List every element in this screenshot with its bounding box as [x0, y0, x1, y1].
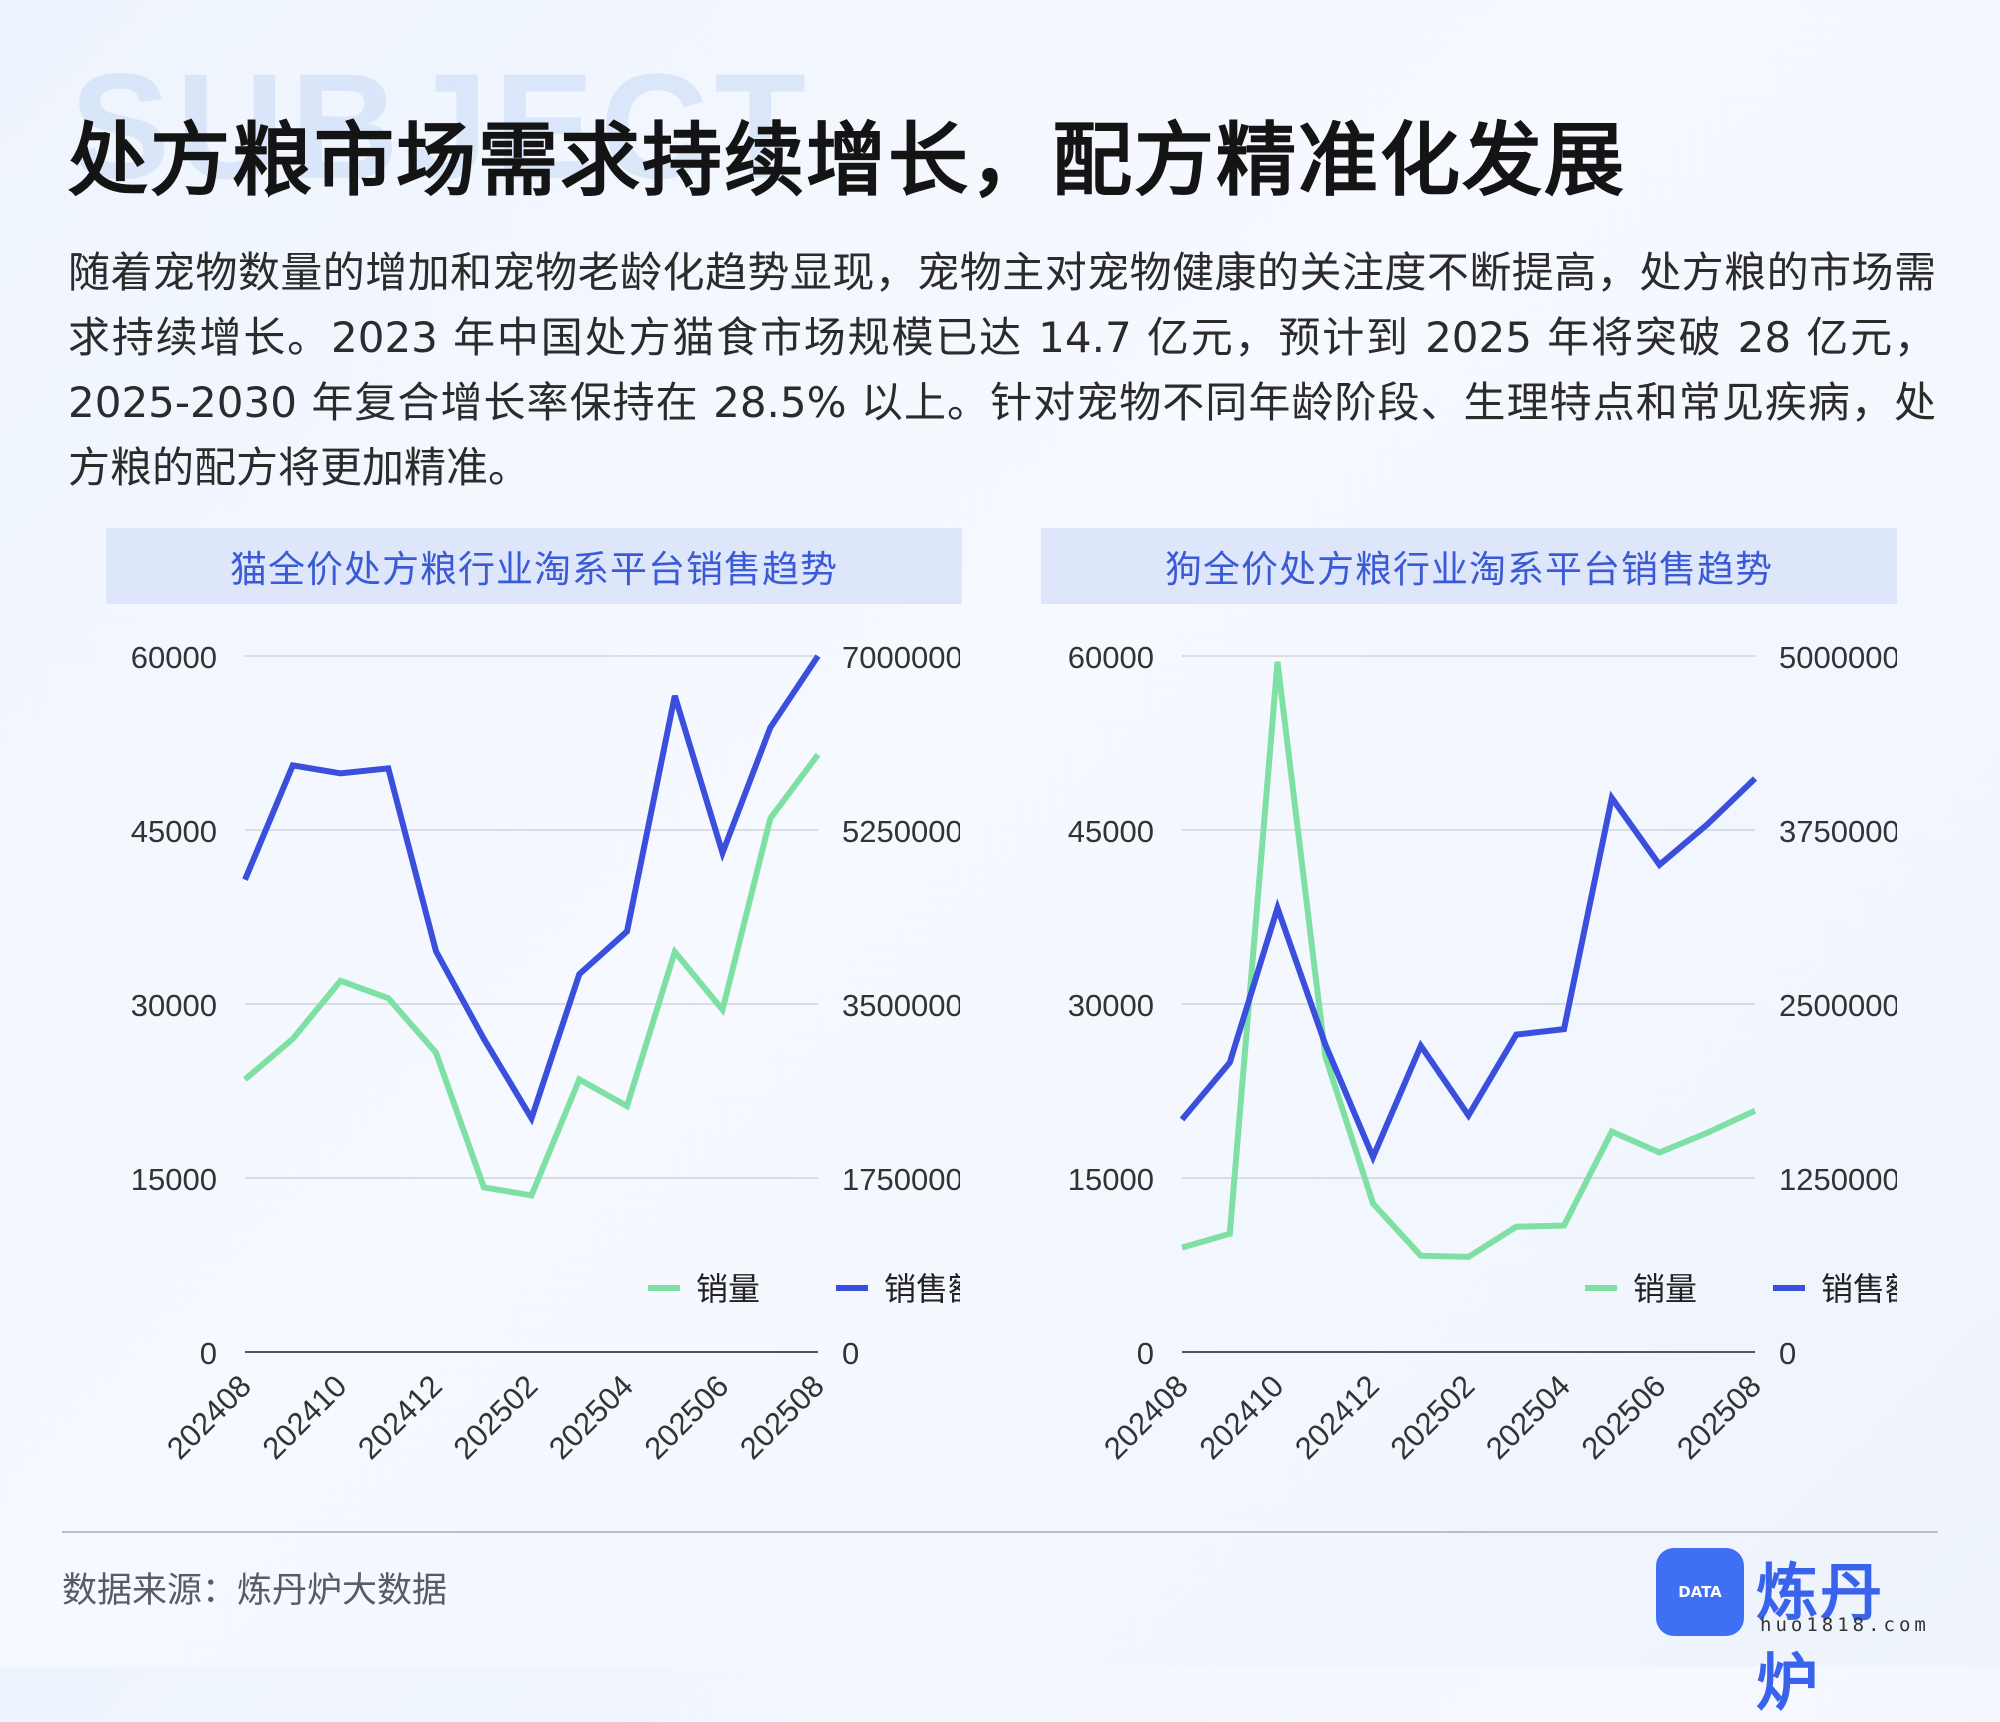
x-tick-label: 202502 — [1384, 1368, 1482, 1466]
right-tick-label: 3500000 — [842, 988, 960, 1023]
left-tick-label: 30000 — [131, 988, 217, 1023]
x-tick-label: 202408 — [1097, 1368, 1195, 1466]
data-source: 数据来源：炼丹炉大数据 — [62, 1571, 448, 1611]
chart-title: 狗全价处方粮行业淘系平台销售趋势 — [1041, 528, 1897, 604]
footer-divider — [62, 1531, 1938, 1533]
right-tick-label: 1250000 — [1779, 1162, 1897, 1197]
left-tick-label: 60000 — [1068, 640, 1154, 675]
legend-label: 销售额 — [884, 1270, 960, 1308]
legend-label: 销量 — [1633, 1270, 1697, 1308]
x-tick-label: 202508 — [1670, 1368, 1768, 1466]
x-tick-label: 202410 — [1193, 1368, 1291, 1466]
cat-chart-panel: 猫全价处方粮行业淘系平台销售趋势 0 15000 30000 45000 60000 0 1… — [0, 528, 962, 1508]
dog-chart-panel: 狗全价处方粮行业淘系平台销售趋势 0 15000 30000 45000 60000 0 1… — [937, 528, 1897, 1508]
right-tick-label: 3750000 — [1779, 814, 1897, 849]
left-tick-label: 30000 — [1068, 988, 1154, 1023]
cat-sales-chart: 0 15000 30000 45000 60000 0 1750000 3500000 5250… — [131, 640, 960, 1466]
right-tick-label: 0 — [842, 1336, 859, 1371]
sales-series-line — [1179, 776, 1758, 1165]
left-tick-label: 45000 — [1068, 814, 1154, 849]
right-tick-label: 1750000 — [842, 1162, 960, 1197]
page-title: 处方粮市场需求持续增长，配方精准化发展 — [68, 114, 1626, 207]
x-tick-label: 202504 — [1479, 1368, 1577, 1466]
left-tick-label: 0 — [200, 1336, 217, 1371]
volume-series-line — [243, 752, 821, 1199]
x-tick-label: 202506 — [1575, 1368, 1673, 1466]
x-tick-label: 202412 — [1288, 1368, 1386, 1466]
left-tick-label: 0 — [1137, 1336, 1154, 1371]
legend-label: 销售额 — [1821, 1270, 1897, 1308]
x-tick-label: 202410 — [256, 1368, 354, 1466]
right-tick-label: 5000000 — [1779, 640, 1897, 675]
right-tick-label: 0 — [1779, 1336, 1796, 1371]
x-tick-label: 202408 — [160, 1368, 258, 1466]
left-tick-label: 60000 — [131, 640, 217, 675]
sales-series-line — [242, 654, 821, 1126]
x-tick-label: 202412 — [351, 1368, 449, 1466]
body-paragraph: 随着宠物数量的增加和宠物老龄化趋势显现，宠物主对宠物健康的关注度不断提高，处方粮… — [68, 248, 1937, 492]
brand-logo: DATA 炼丹炉 huo1818.com — [1656, 1548, 1946, 1719]
background-word: SUBJECT — [70, 42, 813, 210]
right-tick-label: 7000000 — [842, 640, 960, 675]
dog-sales-chart: 0 15000 30000 45000 60000 0 1250000 2500000 3750… — [1068, 640, 1897, 1466]
x-tick-label: 202502 — [447, 1368, 545, 1466]
logo-badge-icon: DATA — [1656, 1548, 1744, 1636]
left-tick-label: 15000 — [131, 1162, 217, 1197]
right-tick-label: 5250000 — [842, 814, 960, 849]
legend-label: 销量 — [696, 1270, 760, 1308]
left-tick-label: 45000 — [131, 814, 217, 849]
right-tick-label: 2500000 — [1779, 988, 1897, 1023]
x-tick-label: 202504 — [542, 1368, 640, 1466]
x-tick-label: 202506 — [638, 1368, 736, 1466]
volume-series-line — [1181, 661, 1757, 1260]
logo-url: huo1818.com — [1760, 1614, 1930, 1636]
x-tick-label: 202508 — [733, 1368, 831, 1466]
chart-title: 猫全价处方粮行业淘系平台销售趋势 — [106, 528, 962, 604]
left-tick-label: 15000 — [1068, 1162, 1154, 1197]
